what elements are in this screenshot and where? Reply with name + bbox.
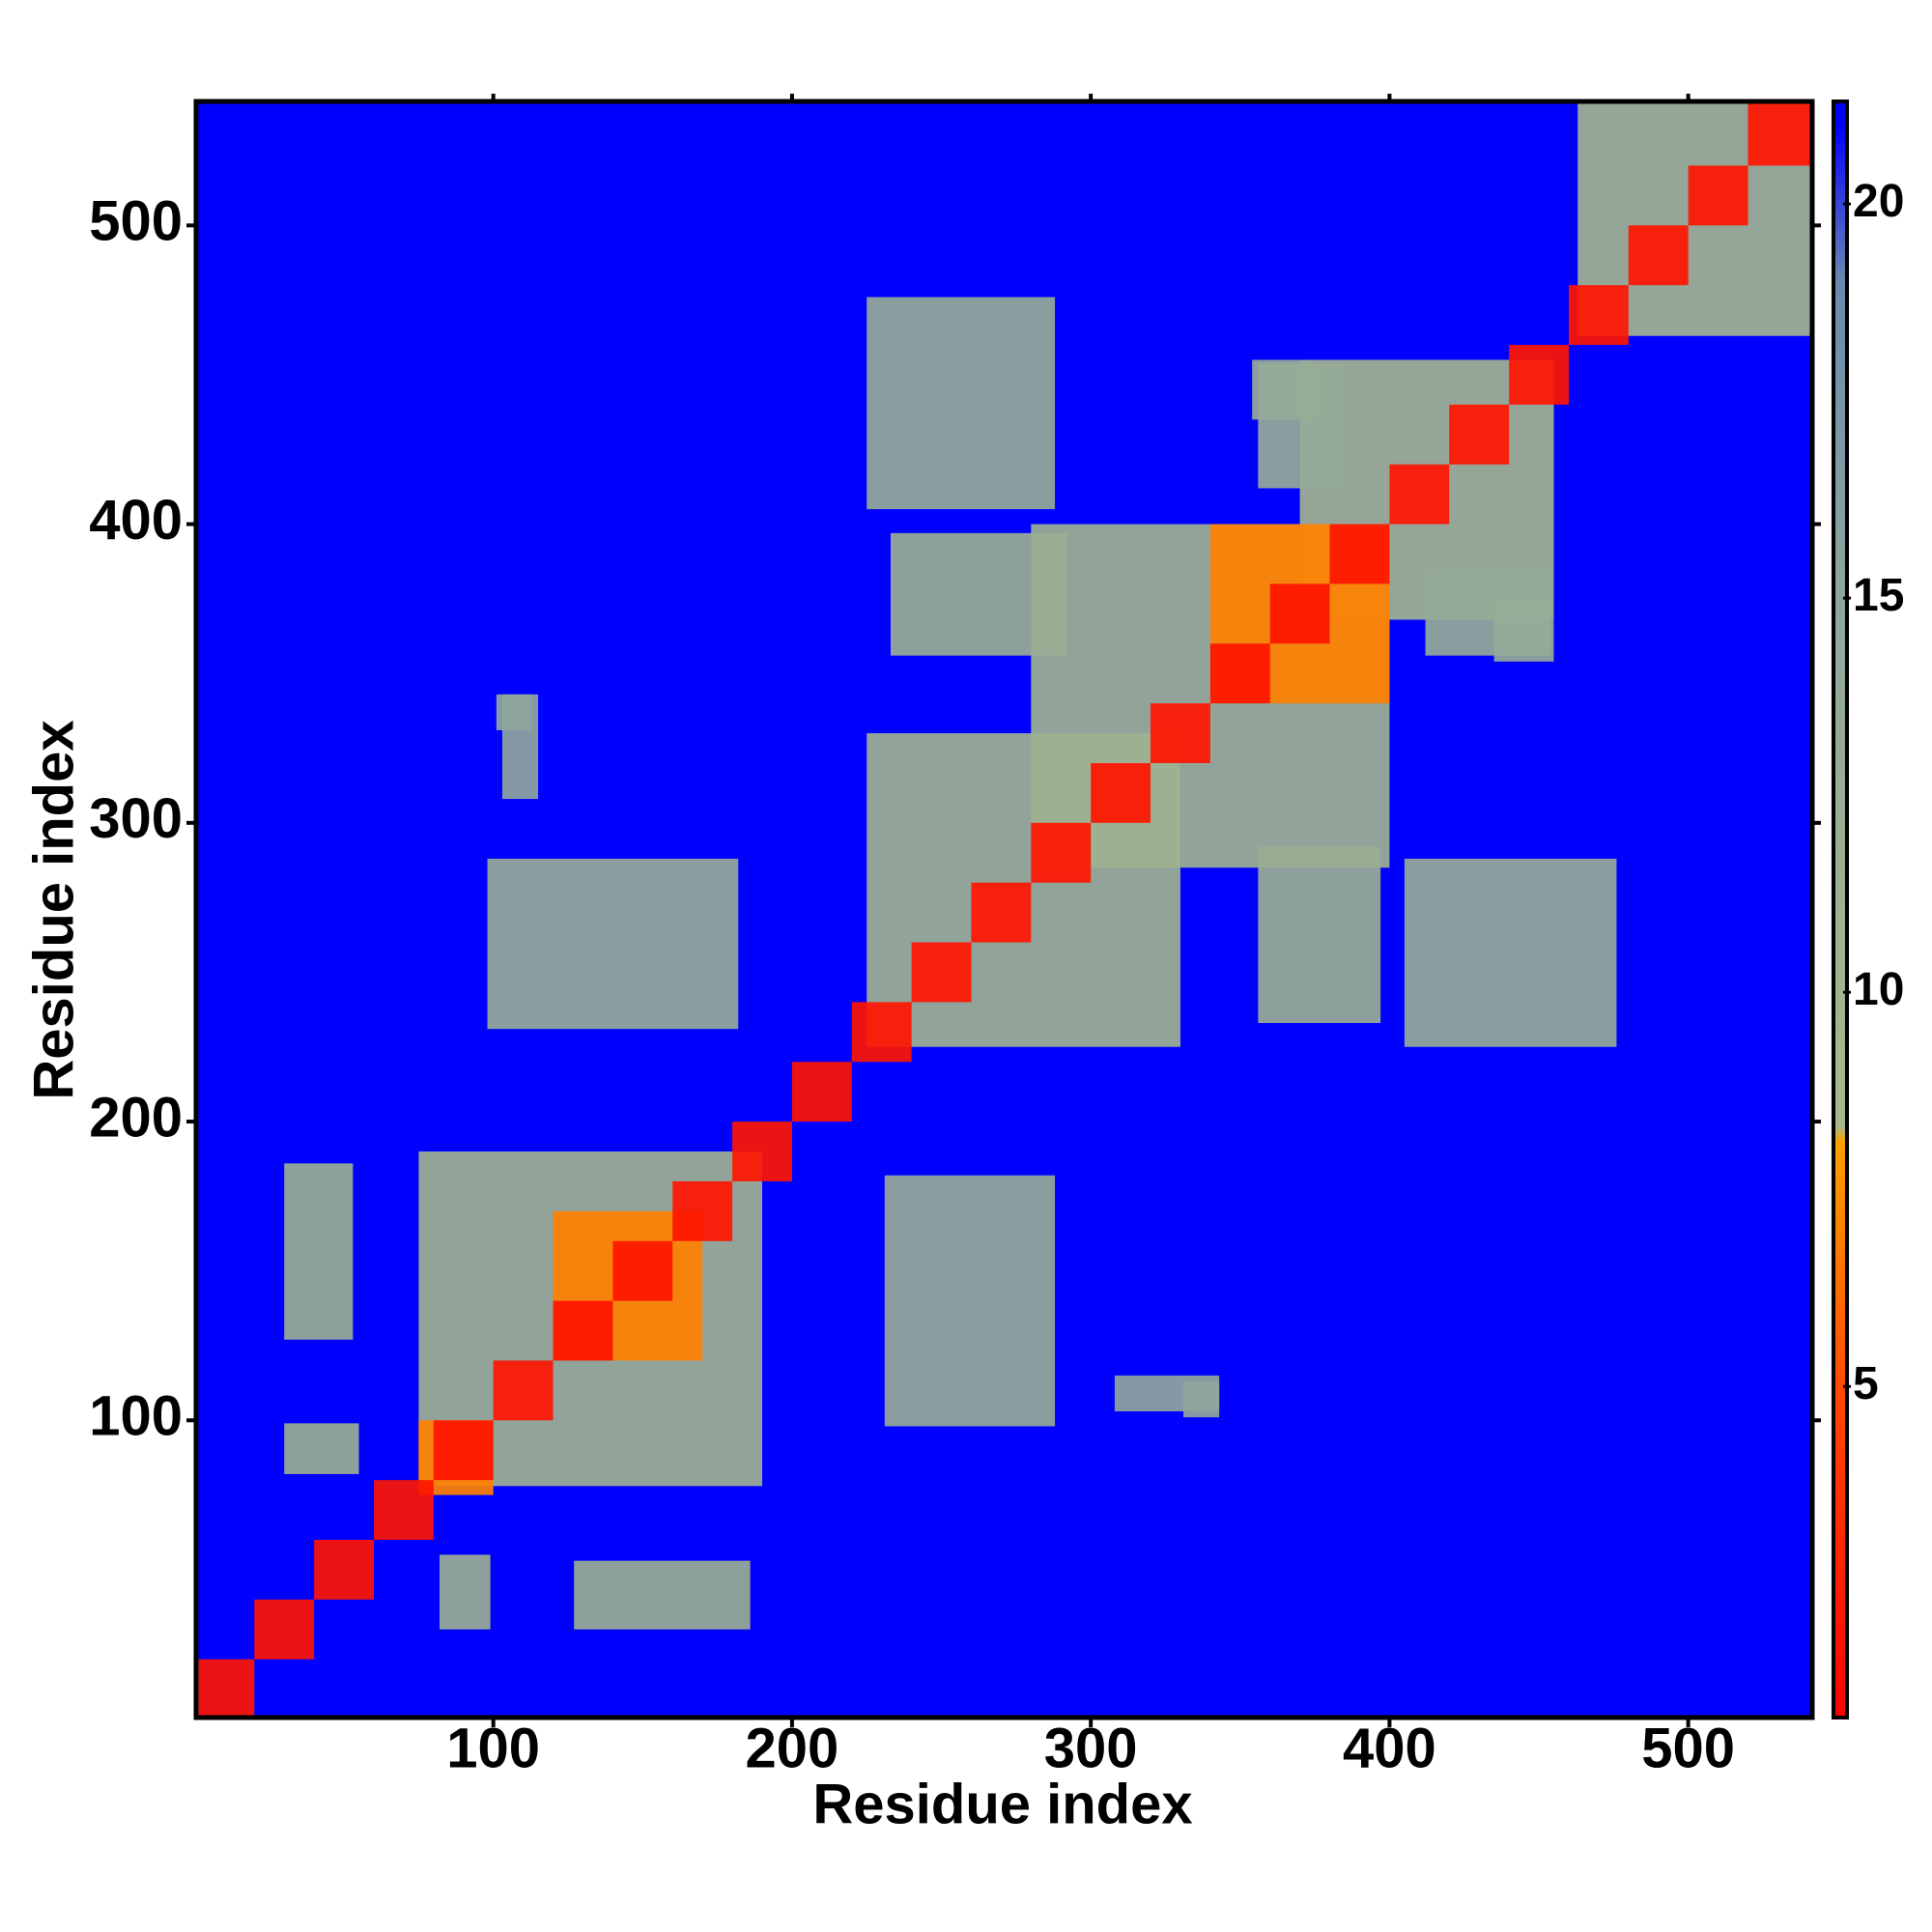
plot-frame [193,99,1815,1720]
heatmap-cell [1258,846,1381,1024]
heatmap-cell [1258,362,1346,489]
heatmap-cell [284,1423,359,1474]
x-tick-label: 400 [1343,1717,1436,1779]
heatmap-cell [1389,464,1450,525]
heatmap-cell [732,1122,792,1181]
heatmap-cell [1688,165,1748,226]
x-tick-label: 300 [1044,1717,1138,1779]
heatmap-cell [314,1540,374,1600]
heatmap-cell [496,694,532,730]
y-tick-label: 300 [89,787,183,850]
heatmap-cell [1425,568,1551,656]
heatmap-cell [284,1163,354,1340]
heatmap-cell [1568,285,1629,346]
heatmap-cell [1404,858,1617,1047]
heatmap-cell [440,1554,491,1630]
y-tick-label: 400 [89,489,183,552]
heatmap-cell [1209,643,1270,704]
heatmap-cell [1269,583,1330,644]
y-axis-title: Residue index [22,720,85,1099]
heatmap-cell [971,882,1032,943]
x-tick-label: 100 [446,1717,540,1779]
heatmap-cell [1628,225,1689,286]
heatmap-cell [1747,102,1811,166]
colorbar-tick-label: 20 [1853,176,1904,227]
heatmap-cell [493,1360,554,1421]
heatmap-cell [911,942,972,1003]
heatmap-cell [487,858,739,1030]
heatmap-cell [433,1420,494,1481]
heatmap-cell [1031,822,1092,883]
heatmap-cell [672,1180,733,1241]
y-tick-label: 100 [89,1385,183,1448]
heatmap-cell [574,1560,751,1630]
heatmap-cell [884,1175,1056,1427]
heatmap-cell [1449,404,1510,465]
heatmap-cell [867,297,1056,510]
x-tick-label: 500 [1641,1717,1735,1779]
heatmap-cell [1509,345,1569,405]
heatmap-cell [1151,703,1210,763]
plot-area [194,101,1812,1719]
x-axis-title: Residue index [812,1773,1192,1835]
x-tick-label: 200 [746,1717,839,1779]
y-tick-label: 500 [89,190,183,253]
heatmap-cell [890,532,1067,656]
heatmap-cell [373,1480,434,1541]
heatmap-cell [851,1002,912,1063]
heatmap-cell [791,1062,852,1122]
heatmap-cell [553,1300,613,1361]
heatmap-cell [1091,762,1151,823]
colorbar-tick-label: 5 [1853,1358,1879,1409]
colorbar-tick-label: 10 [1853,964,1904,1015]
heatmap-cell [1183,1381,1220,1418]
heatmap-cell [194,1659,255,1719]
heatmap-cell [254,1599,315,1660]
y-tick-label: 200 [89,1086,183,1149]
colorbar-tick-label: 15 [1853,570,1904,621]
colorbar [1832,99,1849,1719]
heatmap-cell [612,1240,673,1301]
heatmap-cell [1329,524,1390,584]
